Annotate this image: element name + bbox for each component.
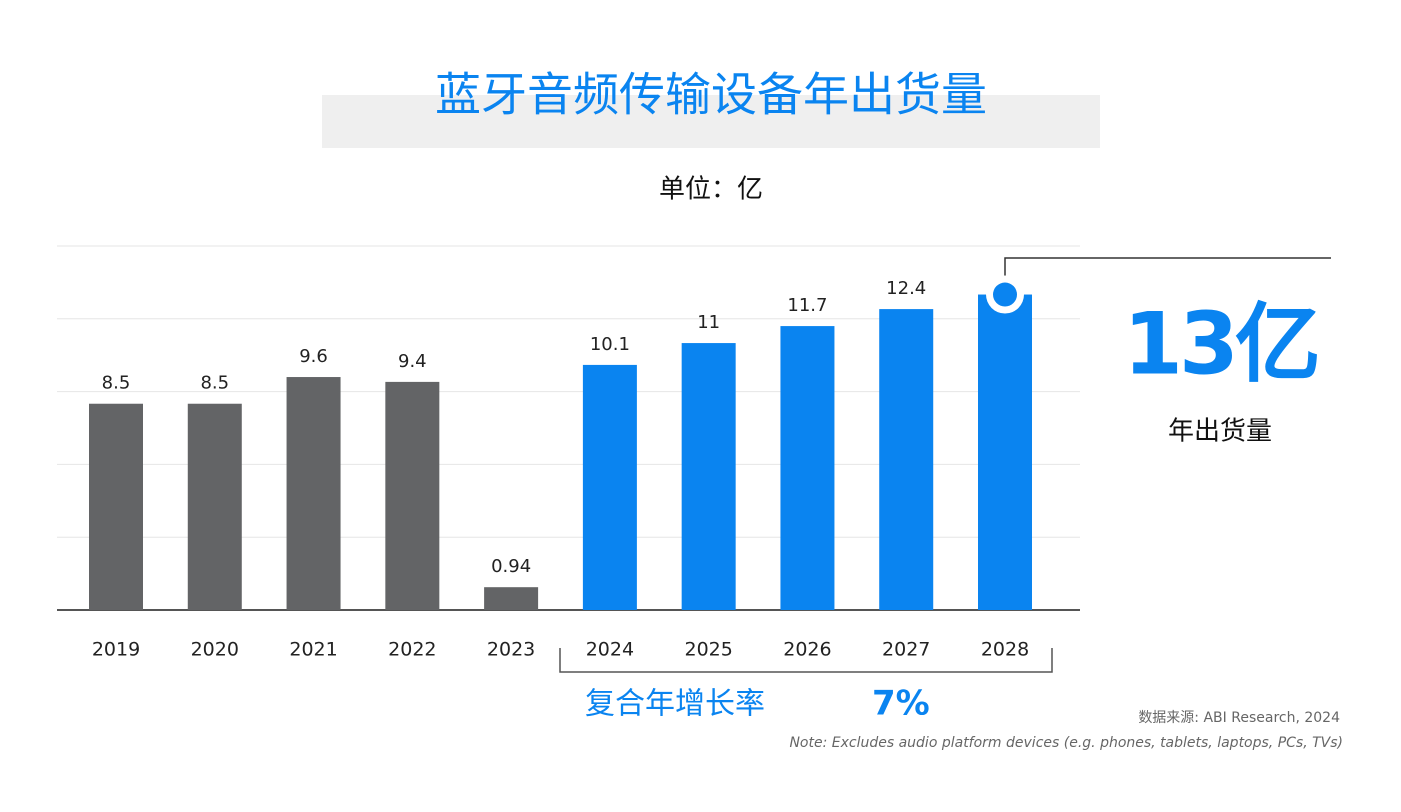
x-tick-label: 2019	[92, 639, 140, 661]
title-background	[322, 95, 1100, 148]
bar	[89, 403, 143, 610]
cagr-bracket	[559, 648, 1053, 673]
bar	[879, 309, 934, 610]
x-tick-label: 2028	[981, 639, 1029, 661]
x-tick-label: 2022	[388, 639, 436, 661]
bar	[286, 377, 341, 610]
callout-dot	[993, 282, 1017, 307]
bar	[187, 403, 242, 610]
x-tick-label: 2024	[586, 639, 634, 661]
data-label: 8.5	[102, 373, 131, 394]
bar	[780, 326, 835, 610]
x-tick-label: 2021	[289, 639, 337, 661]
data-label: 10.1	[590, 334, 630, 355]
source: 数据来源: ABI Research, 2024	[1138, 710, 1340, 726]
data-label: 11.7	[787, 295, 827, 316]
callout-label: 年出货量	[1168, 417, 1272, 447]
data-label: 8.5	[200, 373, 229, 394]
data-label: 0.94	[491, 556, 531, 577]
data-label: 12.4	[886, 278, 926, 299]
callout-line	[1004, 257, 1331, 295]
chart-subtitle: 单位：亿	[659, 175, 763, 205]
x-tick-label: 2025	[684, 639, 732, 661]
x-tick-label: 2027	[882, 639, 930, 661]
bar	[385, 381, 440, 610]
bar	[484, 587, 539, 610]
bar	[681, 343, 736, 610]
x-tick-label: 2020	[191, 639, 239, 661]
data-label: 9.4	[398, 351, 427, 372]
note: Note: Excludes audio platform devices (e…	[789, 735, 1343, 751]
data-label: 9.6	[299, 346, 328, 367]
chart-title: 蓝牙音频传输设备年出货量	[435, 68, 987, 122]
x-tick-label: 2023	[487, 639, 535, 661]
cagr-value: 7%	[872, 684, 930, 724]
x-tick-label: 2026	[783, 639, 831, 661]
callout-value: 13亿	[1123, 294, 1318, 394]
bar	[582, 364, 637, 610]
data-label: 11	[697, 312, 720, 333]
cagr-label: 复合年增长率	[585, 687, 765, 722]
bar	[978, 294, 1032, 610]
